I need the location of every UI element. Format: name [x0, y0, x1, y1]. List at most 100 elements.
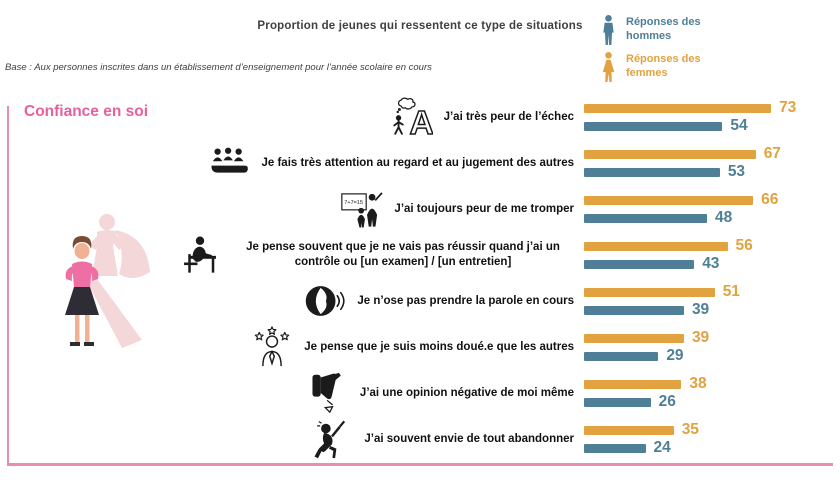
- svg-text:A: A: [409, 105, 433, 138]
- exam-failure-icon: [178, 234, 222, 276]
- men-value: 54: [730, 117, 748, 135]
- chart-row: Je fais très attention au regard et au j…: [172, 140, 832, 186]
- legend-item: Réponses des hommes: [601, 15, 728, 46]
- men-value: 39: [691, 301, 710, 319]
- row-label-group: A J’ai très peur de l’échec: [172, 96, 574, 138]
- women-bar-line: 66: [584, 191, 832, 209]
- row-label-group: Je pense souvent que je ne vais pas réus…: [172, 234, 574, 276]
- women-value: 67: [763, 145, 781, 163]
- men-value: 26: [658, 393, 676, 411]
- bar-group: 39 29: [574, 329, 832, 365]
- statement-label: J’ai très peur de l’échec: [443, 110, 574, 123]
- legend-label: Réponses des hommes: [626, 16, 701, 43]
- less-gifted-icon: [250, 326, 294, 368]
- bar-group: 56 43: [574, 237, 832, 273]
- statement-label: Je pense souvent que je ne vais pas réus…: [246, 241, 560, 268]
- statement-label: J’ai souvent envie de tout abandonner: [364, 432, 574, 445]
- women-value: 39: [691, 329, 710, 347]
- bar-group: 66 48: [574, 191, 832, 227]
- women-bar-line: 35: [584, 421, 832, 439]
- section-title: Confiance en soi: [24, 103, 149, 120]
- fear-of-failure-icon: A: [390, 96, 434, 138]
- chart-row: J’ai une opinion négative de moi même 38…: [172, 370, 832, 416]
- section-frame: [7, 106, 833, 466]
- women-value: 73: [779, 99, 797, 117]
- women-value: 35: [681, 421, 699, 439]
- chart-row: 7+7=15 J’ai toujours peur de me tromper …: [172, 186, 832, 232]
- men-bar: [584, 351, 659, 361]
- men-bar: [584, 397, 651, 407]
- men-value: 24: [653, 439, 671, 457]
- women-bar: [584, 333, 684, 343]
- chart-row: J’ai souvent envie de tout abandonner 35…: [172, 416, 832, 462]
- women-bar: [584, 195, 754, 205]
- men-bar-line: 43: [584, 255, 832, 273]
- women-bar: [584, 379, 682, 389]
- men-bar: [584, 213, 707, 223]
- men-bar: [584, 305, 684, 315]
- women-bar: [584, 241, 728, 251]
- give-up-icon: [310, 418, 354, 460]
- statement-label: J’ai une opinion négative de moi même: [359, 386, 574, 399]
- chart-row: Je n’ose pas prendre la parole en cours …: [172, 278, 832, 324]
- chart-row: A J’ai très peur de l’échec 73 54: [172, 94, 832, 140]
- statement-label: Je fais très attention au regard et au j…: [261, 156, 574, 169]
- women-bar-line: 38: [584, 375, 832, 393]
- women-value: 66: [761, 191, 779, 209]
- man-icon: [601, 15, 616, 46]
- men-value: 43: [702, 255, 720, 273]
- bar-group: 51 39: [574, 283, 832, 319]
- woman-icon: [601, 52, 616, 83]
- legend: Réponses des hommes Réponses des femmes: [601, 15, 728, 83]
- men-value: 48: [715, 209, 733, 227]
- men-bar: [584, 167, 720, 177]
- men-bar-line: 53: [584, 163, 832, 181]
- men-bar-line: 29: [584, 347, 832, 365]
- women-bar: [584, 425, 674, 435]
- judgement-of-others-icon: [207, 142, 251, 184]
- row-label-group: J’ai souvent envie de tout abandonner: [172, 418, 574, 460]
- svg-text:7+7=15: 7+7=15: [345, 200, 364, 206]
- row-label-group: 7+7=15 J’ai toujours peur de me tromper: [172, 188, 574, 230]
- women-value: 38: [689, 375, 707, 393]
- men-value: 29: [666, 347, 684, 365]
- base-note: Base : Aux personnes inscrites dans un é…: [5, 62, 432, 73]
- confident-woman-superhero-shadow-illustration: [44, 208, 180, 358]
- legend-label: Réponses des femmes: [626, 53, 701, 80]
- speaking-in-class-icon: [303, 280, 347, 322]
- row-label-group: Je pense que je suis moins doué.e que le…: [172, 326, 574, 368]
- women-value: 56: [735, 237, 753, 255]
- row-label-group: Je fais très attention au regard et au j…: [172, 142, 574, 184]
- men-bar-line: 39: [584, 301, 832, 319]
- men-bar: [584, 443, 646, 453]
- row-label-group: Je n’ose pas prendre la parole en cours: [172, 280, 574, 322]
- men-bar-line: 26: [584, 393, 832, 411]
- women-value: 51: [722, 283, 740, 301]
- men-bar-line: 54: [584, 117, 832, 135]
- women-bar: [584, 149, 756, 159]
- women-bar-line: 73: [584, 99, 832, 117]
- fear-of-mistakes-icon: 7+7=15: [340, 188, 384, 230]
- rows-container: A J’ai très peur de l’échec 73 54: [172, 94, 832, 462]
- statement-label: Je n’ose pas prendre la parole en cours: [357, 294, 574, 307]
- men-bar-line: 48: [584, 209, 832, 227]
- chart-row: Je pense que je suis moins doué.e que le…: [172, 324, 832, 370]
- negative-self-opinion-icon: [306, 372, 350, 414]
- bar-group: 35 24: [574, 421, 832, 457]
- statement-label: Je pense que je suis moins doué.e que le…: [304, 340, 574, 353]
- bar-group: 67 53: [574, 145, 832, 181]
- women-bar-line: 56: [584, 237, 832, 255]
- row-label-group: J’ai une opinion négative de moi même: [172, 372, 574, 414]
- women-bar: [584, 287, 715, 297]
- women-bar-line: 67: [584, 145, 832, 163]
- men-bar: [584, 121, 723, 131]
- men-bar-line: 24: [584, 439, 832, 457]
- men-bar: [584, 259, 695, 269]
- legend-item: Réponses des femmes: [601, 52, 728, 83]
- chart-title: Proportion de jeunes qui ressentent ce t…: [257, 20, 583, 32]
- women-bar: [584, 103, 772, 113]
- women-bar-line: 39: [584, 329, 832, 347]
- women-bar-line: 51: [584, 283, 832, 301]
- men-value: 53: [727, 163, 746, 181]
